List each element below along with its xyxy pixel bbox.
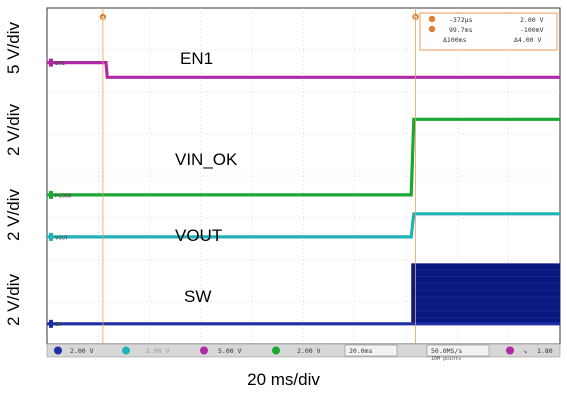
- cursor-b-label: b: [414, 15, 418, 21]
- ch2-scale: 2.00 V: [146, 347, 170, 355]
- ch4-scale: 2.00 V: [297, 347, 321, 355]
- series-label-en1: EN1: [180, 49, 213, 68]
- sw-band: [411, 263, 560, 324]
- series-labels: EN1 VIN_OK VOUT SW: [175, 49, 238, 306]
- ch2-indicator: [122, 346, 130, 355]
- timebase: 20.0ms: [349, 347, 373, 355]
- ch4-indicator: [272, 346, 280, 355]
- ylabel-vout: 2 V/div: [3, 189, 23, 241]
- tag-en1-marker: [49, 58, 53, 67]
- series-label-vout: VOUT: [175, 226, 222, 245]
- readout-a-value: 2.00 V: [520, 16, 544, 24]
- readout-b-time: 99.7ms: [449, 26, 473, 34]
- tag-sw: SW: [55, 322, 62, 328]
- tag-en1: EN1: [55, 61, 65, 67]
- cursor-a-label: a: [101, 15, 105, 21]
- status-bar: 2.00 V 2.00 V 5.00 V 2.00 V 20.0ms 50.0M…: [46, 343, 561, 362]
- tag-vout: VOUT: [55, 235, 69, 241]
- readout-delta-time: Δ100ms: [443, 36, 467, 44]
- trigger-source-indicator: [506, 346, 514, 355]
- record-length: 10M points: [431, 356, 461, 362]
- traces: [47, 60, 560, 326]
- tag-pgood: PGOOD: [55, 193, 72, 199]
- trace-vin-ok: [47, 117, 560, 197]
- tag-sw-marker: [49, 319, 53, 328]
- tag-pgood-marker: [49, 190, 53, 199]
- sample-rate: 50.0MS/s: [431, 347, 462, 355]
- cursor-b-marker: [428, 25, 436, 33]
- ch3-scale: 5.00 V: [218, 347, 242, 355]
- series-label-vin-ok: VIN_OK: [175, 150, 238, 169]
- ch3-indicator: [200, 346, 208, 355]
- readout-b-value: -100mV: [520, 26, 544, 34]
- trigger-slope-icon: ↘: [523, 347, 527, 355]
- sw-switching-band: [411, 263, 560, 324]
- readout-a-time: -372µs: [449, 16, 473, 24]
- ylabel-en1: 5 V/div: [3, 22, 23, 74]
- trace-en1: [47, 60, 560, 79]
- readout-delta-value: Δ4.00 V: [514, 36, 541, 44]
- cursor-b-handle: [412, 13, 419, 21]
- cursor-readout: -372µs 2.00 V 99.7ms -100mV Δ100ms Δ4.00…: [419, 12, 558, 51]
- ylabel-vin-ok: 2 V/div: [3, 104, 23, 156]
- tag-vout-marker: [49, 232, 53, 241]
- ylabel-sw: 2 V/div: [3, 274, 23, 326]
- trigger-level: 1.80: [537, 347, 553, 355]
- cursor-a-handle: [99, 13, 107, 21]
- grid: [47, 8, 560, 344]
- trace-vout: [47, 212, 560, 239]
- xlabel: 20 ms/div: [247, 370, 320, 389]
- channel-tags: EN1 PGOOD VOUT SW: [49, 58, 72, 328]
- cursor-a-marker: [428, 15, 436, 23]
- ch1-indicator: [54, 346, 62, 355]
- ch1-scale: 2.00 V: [70, 347, 94, 355]
- series-label-sw: SW: [184, 287, 211, 306]
